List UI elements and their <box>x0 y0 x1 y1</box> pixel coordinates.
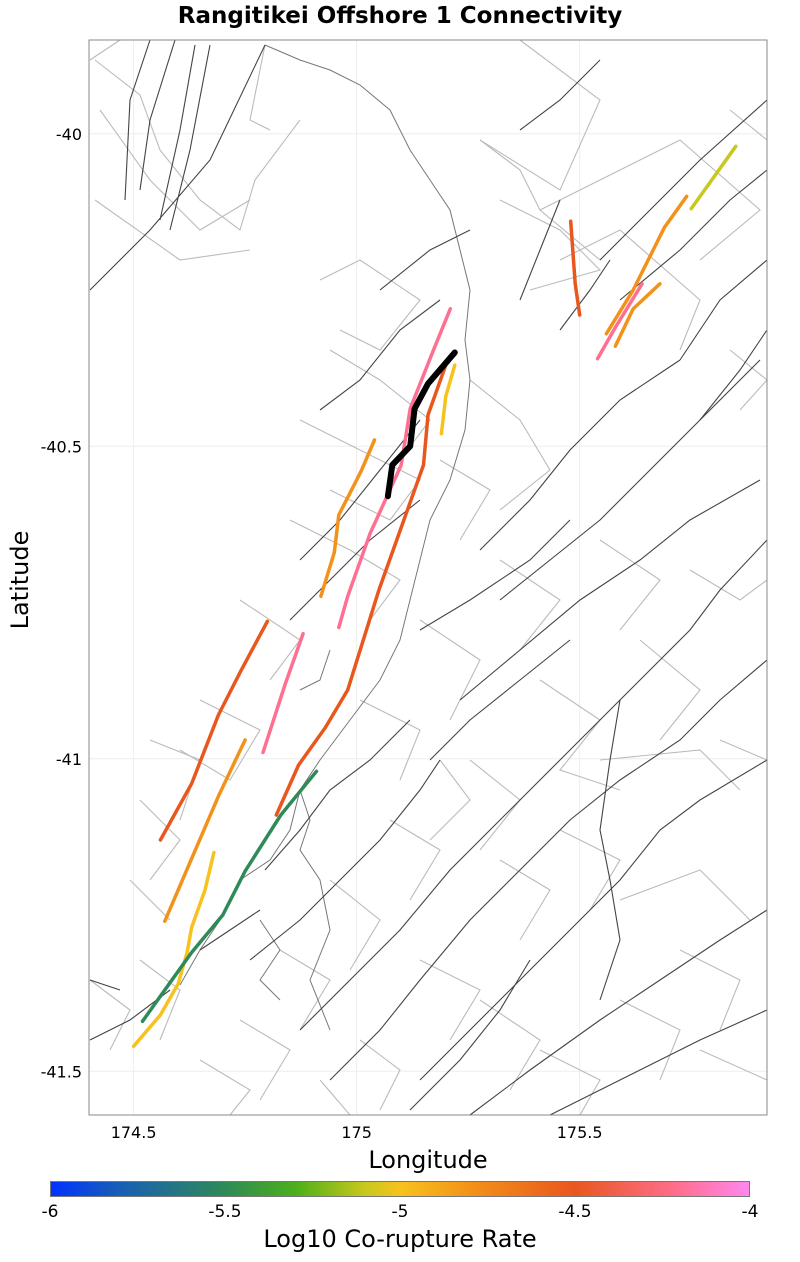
colorbar <box>50 1181 750 1197</box>
colorbar-label: Log10 Co-rupture Rate <box>263 1225 537 1253</box>
map-plot[interactable]: 174.5 175 175.5 -40 -40.5 -41 -41.5 Long… <box>0 0 800 1180</box>
colorbar-tick: -6 <box>41 1202 59 1222</box>
x-tick-label: 175 <box>341 1123 372 1142</box>
co-rupture-fault-trace[interactable] <box>140 769 319 1024</box>
co-rupture-fault-trace[interactable] <box>604 194 689 336</box>
co-rupture-fault-trace[interactable] <box>319 438 377 599</box>
co-rupture-fault-trace[interactable] <box>163 738 247 923</box>
co-rupture-fault-trace[interactable] <box>158 619 270 842</box>
y-tick-label: -40 <box>56 125 82 144</box>
co-rupture-fault-trace[interactable] <box>439 363 457 436</box>
x-tick-labels: 174.5 175 175.5 <box>111 1123 603 1142</box>
co-rupture-fault-trace[interactable] <box>595 282 644 361</box>
y-tick-labels: -40 -40.5 -41 -41.5 <box>41 125 82 1082</box>
rupture-traces <box>131 144 738 1049</box>
co-rupture-fault-trace[interactable] <box>131 850 216 1049</box>
x-tick-label: 175.5 <box>557 1123 603 1142</box>
x-tick-label: 174.5 <box>111 1123 157 1142</box>
chart-title: Rangitikei Offshore 1 Connectivity <box>177 3 623 29</box>
co-rupture-fault-trace[interactable] <box>337 307 453 630</box>
co-rupture-fault-trace[interactable] <box>274 363 448 817</box>
source-fault-trace[interactable] <box>384 349 458 500</box>
co-rupture-fault-trace[interactable] <box>568 219 582 317</box>
y-tick-label: -40.5 <box>41 437 82 456</box>
co-rupture-fault-trace[interactable] <box>613 282 662 349</box>
y-axis-label: Latitude <box>6 531 34 630</box>
y-tick-label: -41.5 <box>41 1062 82 1081</box>
x-axis-label: Longitude <box>368 1146 487 1174</box>
co-rupture-fault-trace[interactable] <box>689 144 738 211</box>
colorbar-tick: -4.5 <box>558 1202 592 1222</box>
colorbar-tick: -5 <box>391 1202 409 1222</box>
other-fault-traces <box>89 39 768 1116</box>
fault-section-outlines <box>89 39 768 1116</box>
co-rupture-fault-trace[interactable] <box>261 631 305 755</box>
plot-frame <box>88 39 768 1116</box>
y-tick-label: -41 <box>56 750 82 769</box>
coastline <box>179 44 471 1031</box>
colorbar-tick: -4 <box>741 1202 759 1222</box>
plot-background <box>89 40 767 1115</box>
colorbar-tick: -5.5 <box>208 1202 242 1222</box>
